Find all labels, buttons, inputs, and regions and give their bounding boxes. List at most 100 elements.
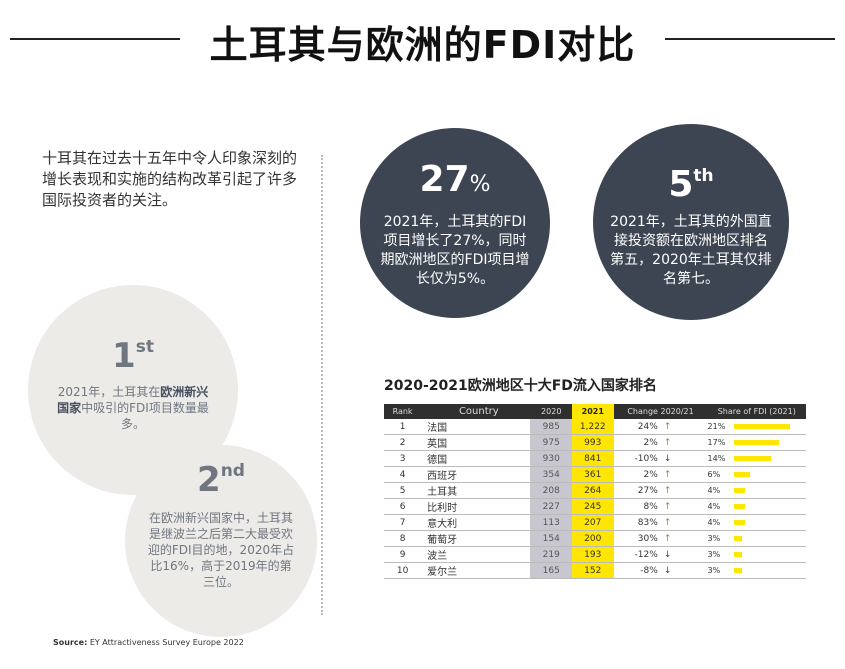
stat-text: 2021年，土耳其的外国直接投资额在欧洲地区排名第五，2020年土耳其仅排名第七… <box>610 214 772 287</box>
table-row: 2 英国 975 993 2% ↑ 17% <box>384 434 806 451</box>
share-bar <box>733 424 790 429</box>
table-row: 9 波兰 219 193 -12% ↓ 3% <box>384 546 806 563</box>
stat-circle-rank: 5th 2021年，土耳其的外国直接投资额在欧洲地区排名第五，2020年土耳其仅… <box>593 124 789 320</box>
fdi-ranking-table: Rank Country 2020 2021 Change 2020/21 Sh… <box>384 404 806 579</box>
cell-share: 4% <box>707 482 806 499</box>
stat-text: 2021年，土耳其的FDI项目增长了27%，同时期欧洲地区的FDI项目增长仅为5… <box>380 214 530 287</box>
share-value: 3% <box>707 566 721 575</box>
stat-value: 2nd <box>197 460 245 500</box>
table-row: 7 意大利 113 207 83% ↑ 4% <box>384 514 806 531</box>
cell-country: 法国 <box>421 419 531 435</box>
arrow-up-icon: ↑ <box>663 498 708 515</box>
cell-change: -8% <box>613 562 664 579</box>
arrow-up-icon: ↑ <box>663 530 708 547</box>
share-bar <box>733 536 742 541</box>
stat-text: 在欧洲新兴国家中，土耳其是继波兰之后第二大最受欢迎的FDI目的地，2020年占比… <box>147 511 295 589</box>
cell-2020: 208 <box>530 482 572 499</box>
cell-country: 英国 <box>421 434 531 451</box>
cell-change: 83% <box>613 514 664 531</box>
stat-value: 27% <box>419 159 491 200</box>
cell-2021: 841 <box>572 450 614 467</box>
table-row: 10 爱尔兰 165 152 -8% ↓ 3% <box>384 562 806 579</box>
cell-rank: 6 <box>384 498 422 515</box>
cell-2021: 207 <box>572 514 614 531</box>
table-row: 1 法国 985 1,222 24% ↑ 21% <box>384 419 806 435</box>
table-title: 2020-2021欧洲地区十大FD流入国家排名 <box>384 378 657 394</box>
cell-share: 14% <box>707 450 806 467</box>
cell-country: 土耳其 <box>421 482 531 499</box>
share-value: 3% <box>707 534 721 543</box>
cell-country: 葡萄牙 <box>421 530 531 547</box>
cell-2021: 361 <box>572 466 614 483</box>
cell-rank: 9 <box>384 546 422 563</box>
cell-2020: 227 <box>530 498 572 515</box>
cell-country: 西班牙 <box>421 466 531 483</box>
cell-change: -12% <box>613 546 664 563</box>
cell-rank: 1 <box>384 419 422 435</box>
cell-2020: 219 <box>530 546 572 563</box>
share-value: 3% <box>707 550 721 559</box>
table-row: 5 土耳其 208 264 27% ↑ 4% <box>384 482 806 499</box>
title-rule-right <box>665 38 835 40</box>
share-bar <box>733 504 745 509</box>
cell-change: 2% <box>613 434 664 451</box>
cell-change: 30% <box>613 530 664 547</box>
cell-country: 比利时 <box>421 498 531 515</box>
stat-value: 5th <box>668 164 714 205</box>
cell-rank: 7 <box>384 514 422 531</box>
cell-country: 爱尔兰 <box>421 562 531 579</box>
cell-2020: 354 <box>530 466 572 483</box>
arrow-up-icon: ↑ <box>663 514 708 531</box>
cell-2021: 152 <box>572 562 614 579</box>
stat-circle-second: 2nd 在欧洲新兴国家中，土耳其是继波兰之后第二大最受欢迎的FDI目的地，202… <box>125 445 317 637</box>
cell-country: 意大利 <box>421 514 531 531</box>
cell-change: 8% <box>613 498 664 515</box>
share-value: 4% <box>707 502 721 511</box>
cell-2021: 993 <box>572 434 614 451</box>
stat-text: 2021年，土耳其在欧洲新兴国家中吸引的FDI项目数量最多。 <box>57 385 209 431</box>
arrow-up-icon: ↑ <box>663 466 708 483</box>
cell-share: 3% <box>707 530 806 547</box>
cell-rank: 10 <box>384 562 422 579</box>
arrow-down-icon: ↓ <box>663 562 708 579</box>
cell-rank: 5 <box>384 482 422 499</box>
page-title: 土耳其与欧洲的FDI对比 <box>209 23 636 67</box>
arrow-up-icon: ↑ <box>663 419 708 435</box>
table-row: 3 德国 930 841 -10% ↓ 14% <box>384 450 806 467</box>
cell-change: 2% <box>613 466 664 483</box>
header-rank: Rank <box>384 404 422 419</box>
share-bar <box>733 472 750 477</box>
header-2021: 2021 <box>572 404 614 419</box>
cell-change: 24% <box>613 419 664 435</box>
header-2020: 2020 <box>530 404 572 419</box>
cell-share: 21% <box>707 419 806 435</box>
cell-2021: 245 <box>572 498 614 515</box>
share-bar <box>733 440 779 445</box>
cell-share: 4% <box>707 498 806 515</box>
share-value: 6% <box>707 470 721 479</box>
cell-2020: 930 <box>530 450 572 467</box>
cell-2020: 985 <box>530 419 572 435</box>
cell-share: 4% <box>707 514 806 531</box>
header-change: Change 2020/21 <box>613 404 708 419</box>
header-share: Share of FDI (2021) <box>707 404 806 419</box>
cell-share: 3% <box>707 562 806 579</box>
cell-rank: 4 <box>384 466 422 483</box>
table-header-row: Rank Country 2020 2021 Change 2020/21 Sh… <box>384 404 806 419</box>
share-bar <box>733 520 745 525</box>
cell-2021: 193 <box>572 546 614 563</box>
share-value: 14% <box>707 454 726 463</box>
vertical-divider <box>321 155 323 615</box>
share-value: 21% <box>707 422 726 431</box>
source-note: Source: EY Attractiveness Survey Europe … <box>53 638 244 647</box>
cell-rank: 2 <box>384 434 422 451</box>
cell-change: 27% <box>613 482 664 499</box>
cell-2021: 200 <box>572 530 614 547</box>
header-country: Country <box>421 404 531 419</box>
stat-circle-first: 1st 2021年，土耳其在欧洲新兴国家中吸引的FDI项目数量最多。 <box>28 285 238 495</box>
share-value: 4% <box>707 518 721 527</box>
stat-value: 1st <box>112 336 154 376</box>
table-row: 8 葡萄牙 154 200 30% ↑ 3% <box>384 530 806 547</box>
cell-2020: 975 <box>530 434 572 451</box>
cell-2020: 154 <box>530 530 572 547</box>
